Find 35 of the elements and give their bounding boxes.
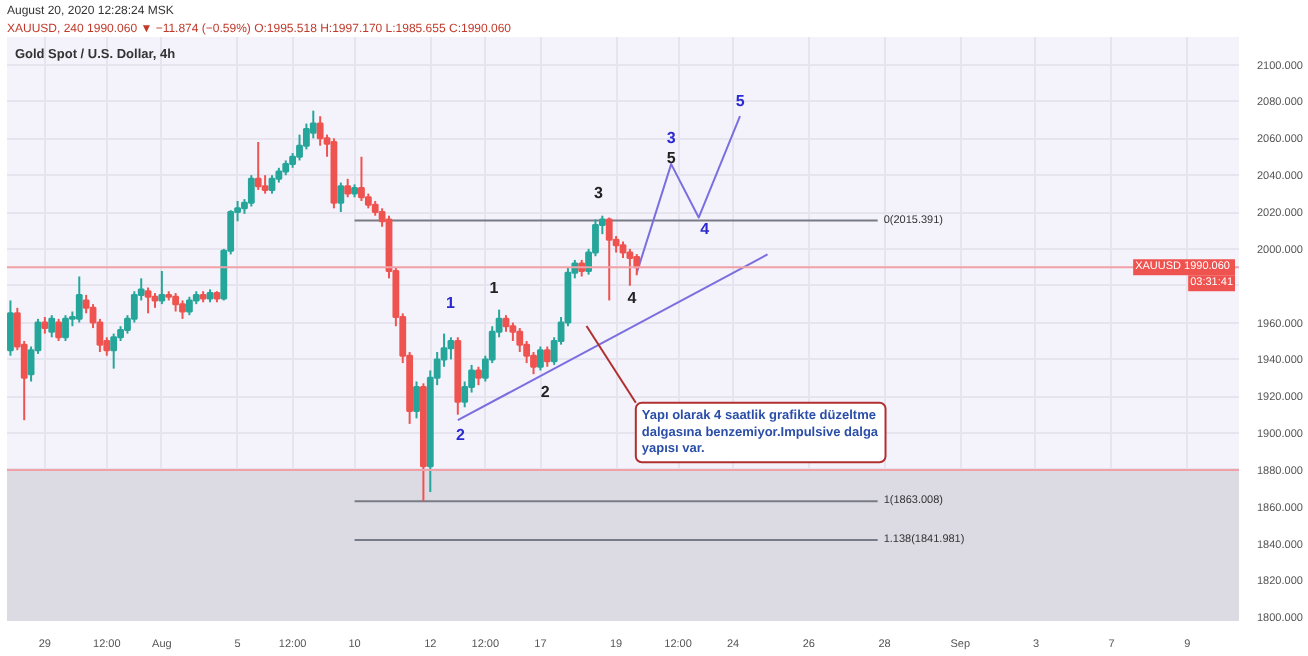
candlestick — [185, 295, 193, 317]
candlestick — [172, 292, 180, 313]
annotation: 1 — [489, 278, 500, 297]
candlestick — [358, 155, 365, 202]
candlestick — [626, 247, 634, 287]
annotation: 2 — [540, 382, 551, 401]
annotation: 1 — [446, 294, 457, 313]
candlestick — [413, 380, 420, 420]
candlestick — [337, 181, 345, 214]
annotation: 2 — [455, 426, 466, 445]
candlestick — [254, 141, 262, 191]
candlestick — [475, 365, 482, 387]
line-series — [635, 115, 742, 274]
candlestick — [537, 345, 544, 372]
candlestick — [344, 177, 352, 199]
annotation: 4 — [700, 219, 711, 238]
candlestick — [48, 314, 56, 339]
annotation: 3 — [593, 184, 604, 203]
candlestick — [543, 345, 551, 368]
annotation: 5 — [666, 148, 677, 167]
candlestick — [110, 332, 118, 370]
candlestick — [447, 336, 455, 361]
annotation: 3 — [666, 129, 677, 148]
candlestick — [179, 299, 186, 320]
candlestick — [62, 314, 69, 342]
candlestick — [158, 269, 166, 306]
candlestick — [55, 317, 63, 342]
annotation: 4 — [627, 288, 638, 307]
annotation: 5 — [735, 92, 746, 111]
candlestick — [247, 174, 255, 208]
candlestick — [268, 174, 276, 195]
candlestick — [144, 286, 152, 315]
candlestick — [605, 216, 613, 302]
candlestick — [75, 275, 83, 324]
candlestick — [7, 299, 14, 357]
